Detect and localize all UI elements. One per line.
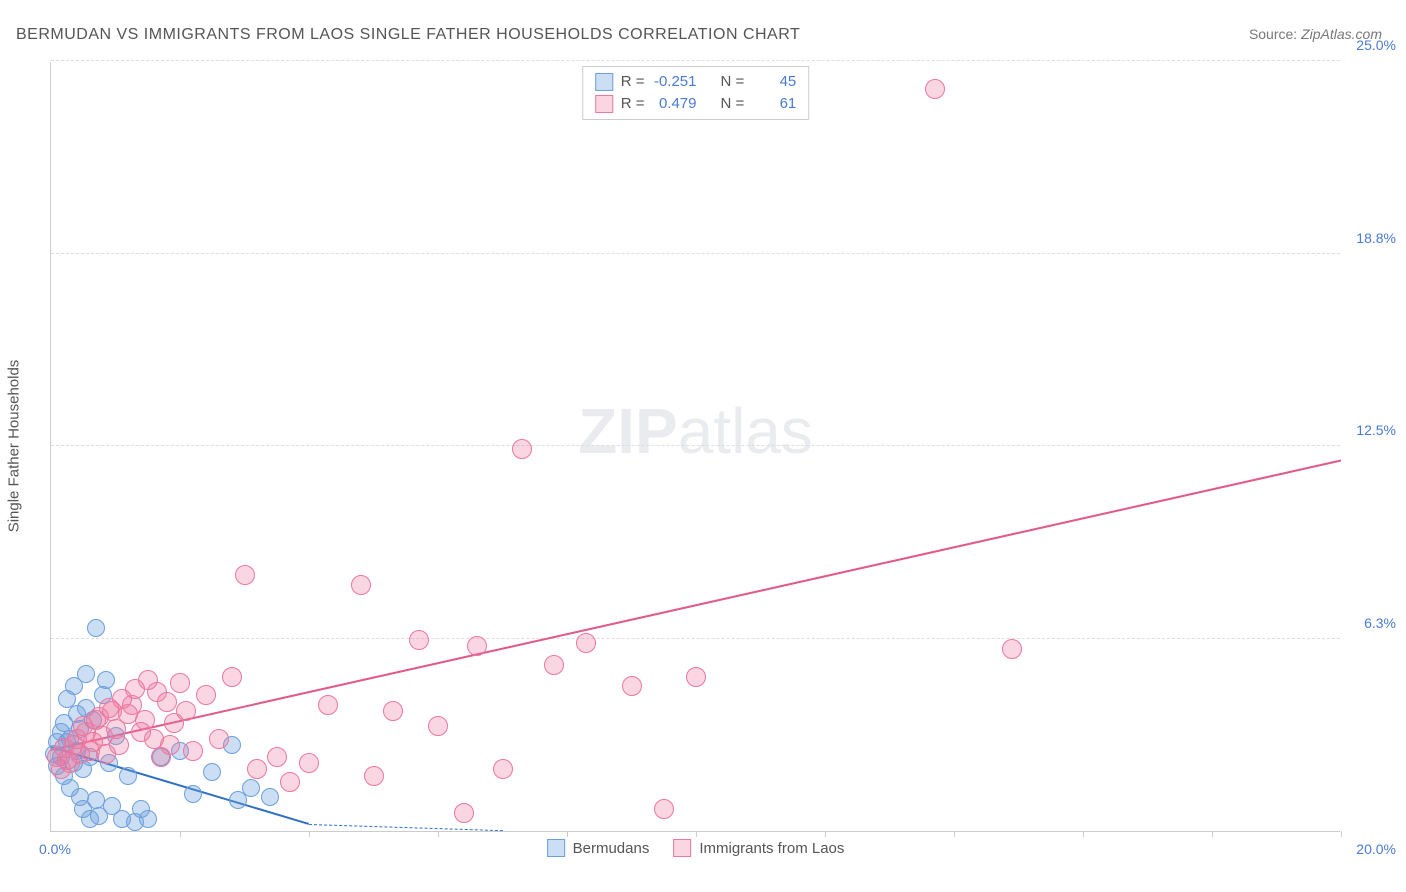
data-point bbox=[467, 636, 487, 656]
y-tick-label: 6.3% bbox=[1346, 615, 1396, 631]
stat-value: 61 bbox=[752, 93, 796, 115]
stats-legend: R = -0.251 N = 45 R = 0.479 N = 61 bbox=[582, 66, 810, 120]
stat-value: 45 bbox=[752, 71, 796, 93]
source-label: Source: bbox=[1249, 26, 1301, 42]
data-point bbox=[654, 799, 674, 819]
data-point bbox=[196, 685, 216, 705]
data-point bbox=[102, 701, 122, 721]
watermark: ZIPatlas bbox=[578, 394, 813, 468]
data-point bbox=[686, 667, 706, 687]
series-legend: Bermudans Immigrants from Laos bbox=[547, 839, 845, 857]
data-point bbox=[351, 575, 371, 595]
legend-label: Immigrants from Laos bbox=[699, 840, 844, 857]
data-point bbox=[135, 710, 155, 730]
data-point bbox=[87, 619, 105, 637]
x-tick bbox=[954, 831, 955, 837]
data-point bbox=[147, 682, 167, 702]
data-point bbox=[203, 763, 221, 781]
x-tick bbox=[1083, 831, 1084, 837]
data-point bbox=[209, 729, 229, 749]
stat-key: N = bbox=[721, 71, 745, 93]
stat-key: N = bbox=[721, 93, 745, 115]
chart-title: BERMUDAN VS IMMIGRANTS FROM LAOS SINGLE … bbox=[16, 26, 800, 44]
stat-value: -0.251 bbox=[653, 71, 697, 93]
data-point bbox=[184, 785, 202, 803]
data-point bbox=[493, 759, 513, 779]
data-point bbox=[622, 676, 642, 696]
gridline bbox=[51, 253, 1340, 254]
data-point bbox=[77, 665, 95, 683]
data-point bbox=[235, 565, 255, 585]
legend-item: Immigrants from Laos bbox=[673, 839, 844, 857]
trend-line bbox=[51, 459, 1341, 750]
data-point bbox=[409, 630, 429, 650]
stats-row: R = 0.479 N = 61 bbox=[595, 93, 797, 115]
data-point bbox=[1002, 639, 1022, 659]
data-point bbox=[318, 695, 338, 715]
swatch-icon bbox=[595, 95, 613, 113]
x-axis-max-label: 20.0% bbox=[1346, 841, 1396, 857]
x-tick bbox=[825, 831, 826, 837]
x-axis-min-label: 0.0% bbox=[39, 841, 71, 857]
data-point bbox=[428, 716, 448, 736]
scatter-plot: ZIPatlas R = -0.251 N = 45 R = 0.479 N =… bbox=[50, 62, 1340, 832]
data-point bbox=[222, 667, 242, 687]
data-point bbox=[364, 766, 384, 786]
gridline bbox=[51, 445, 1340, 446]
gridline bbox=[51, 60, 1340, 61]
swatch-icon bbox=[547, 839, 565, 857]
data-point bbox=[139, 810, 157, 828]
stat-key: R = bbox=[621, 93, 645, 115]
swatch-icon bbox=[595, 73, 613, 91]
y-tick-label: 25.0% bbox=[1346, 37, 1396, 53]
data-point bbox=[512, 439, 532, 459]
x-tick bbox=[180, 831, 181, 837]
data-point bbox=[544, 655, 564, 675]
data-point bbox=[183, 741, 203, 761]
data-point bbox=[170, 673, 190, 693]
data-point bbox=[925, 79, 945, 99]
watermark-light: atlas bbox=[678, 395, 813, 467]
x-tick bbox=[438, 831, 439, 837]
data-point bbox=[454, 803, 474, 823]
data-point bbox=[97, 671, 115, 689]
data-point bbox=[176, 701, 196, 721]
swatch-icon bbox=[673, 839, 691, 857]
data-point bbox=[109, 735, 129, 755]
data-point bbox=[160, 735, 180, 755]
stat-key: R = bbox=[621, 71, 645, 93]
x-tick bbox=[1341, 831, 1342, 837]
x-tick bbox=[567, 831, 568, 837]
stat-value: 0.479 bbox=[653, 93, 697, 115]
data-point bbox=[267, 747, 287, 767]
y-axis-title: Single Father Households bbox=[6, 360, 23, 533]
y-tick-label: 12.5% bbox=[1346, 422, 1396, 438]
data-point bbox=[383, 701, 403, 721]
data-point bbox=[299, 753, 319, 773]
data-point bbox=[261, 788, 279, 806]
x-tick bbox=[696, 831, 697, 837]
data-point bbox=[229, 791, 247, 809]
legend-label: Bermudans bbox=[573, 840, 650, 857]
gridline bbox=[51, 638, 1340, 639]
trend-line bbox=[309, 824, 503, 831]
watermark-bold: ZIP bbox=[578, 395, 678, 467]
x-tick bbox=[1212, 831, 1213, 837]
legend-item: Bermudans bbox=[547, 839, 650, 857]
data-point bbox=[280, 772, 300, 792]
data-point bbox=[576, 633, 596, 653]
y-tick-label: 18.8% bbox=[1346, 230, 1396, 246]
data-point bbox=[247, 759, 267, 779]
x-tick bbox=[309, 831, 310, 837]
data-point bbox=[119, 767, 137, 785]
stats-row: R = -0.251 N = 45 bbox=[595, 71, 797, 93]
